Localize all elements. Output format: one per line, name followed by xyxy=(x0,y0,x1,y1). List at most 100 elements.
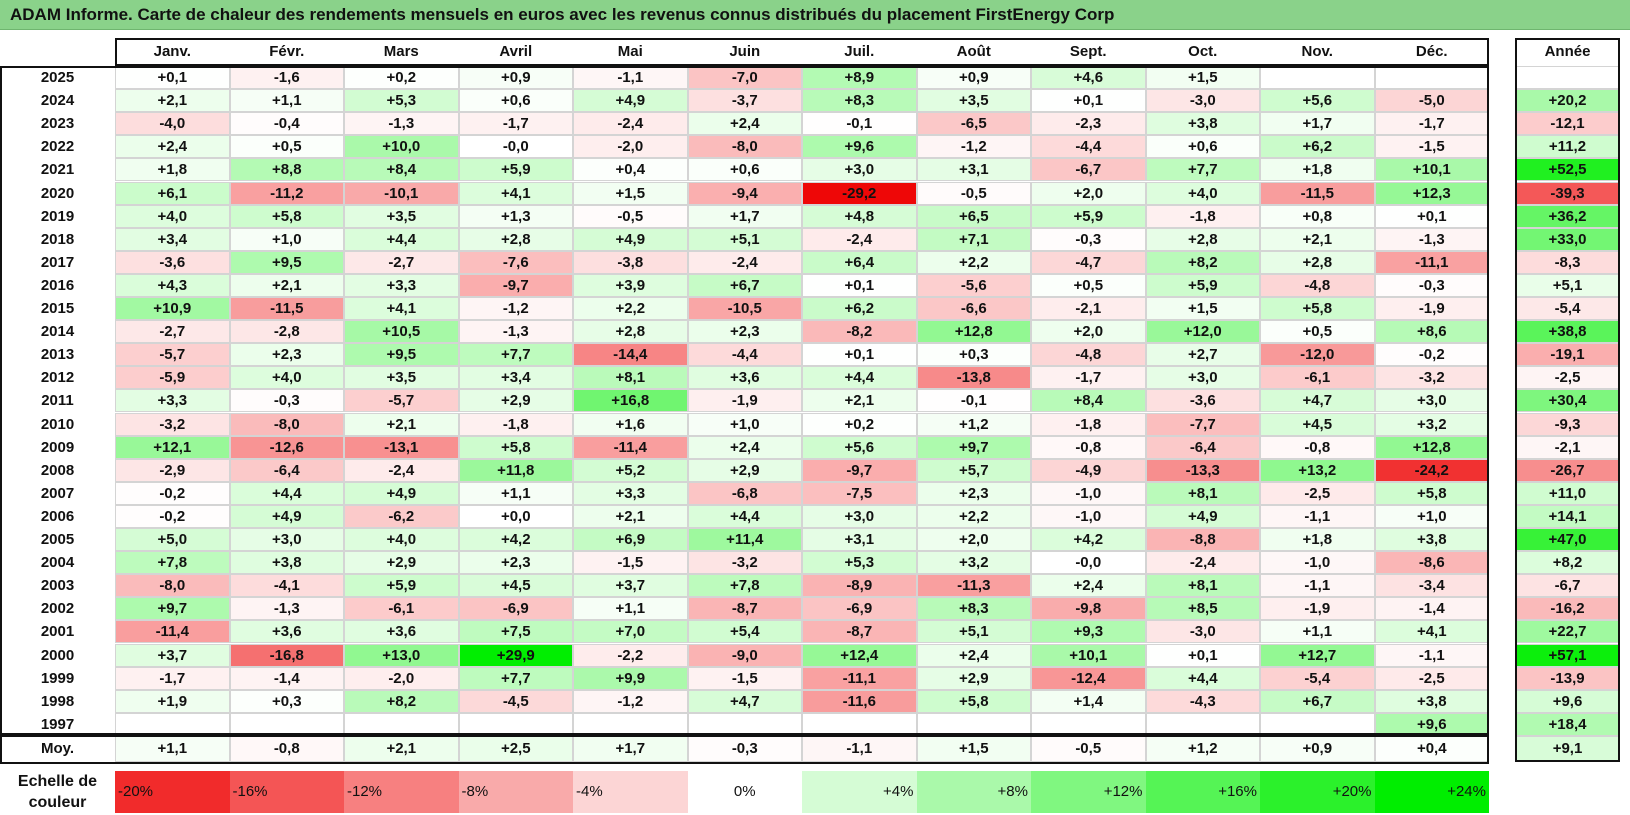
heatmap-cell xyxy=(687,712,802,736)
heatmap-cell: +0,6 xyxy=(687,158,802,182)
heatmap-cell: -8,0 xyxy=(687,135,802,159)
heatmap-cell: +7,8 xyxy=(115,551,230,575)
heatmap-cell: +3,1 xyxy=(802,528,917,552)
heatmap-cell: +1,0 xyxy=(229,227,344,251)
year-label: 2000 xyxy=(40,646,75,664)
heatmap-cell: -13,3 xyxy=(1145,458,1260,482)
heatmap-cell: -0,3 xyxy=(1031,227,1146,251)
heatmap-cell: +9,6 xyxy=(802,135,917,159)
month-header: Janv. xyxy=(153,43,191,60)
year-total-cell: +20,2 xyxy=(1515,89,1620,113)
heatmap-cell: +2,1 xyxy=(115,89,230,113)
color-scale-swatch: +8% xyxy=(916,771,1031,813)
heatmap-cell: +2,9 xyxy=(916,666,1031,690)
heatmap-cell: -9,7 xyxy=(458,273,573,297)
title-bar: ADAM Informe. Carte de chaleur des rende… xyxy=(0,0,1630,30)
heatmap-cell: +3,3 xyxy=(115,389,230,413)
heatmap-cell: +4,1 xyxy=(1374,620,1489,644)
heatmap-cell: +2,1 xyxy=(229,273,344,297)
heatmap-cell: +5,8 xyxy=(229,204,344,228)
year-label: 2002 xyxy=(40,600,75,618)
heatmap-cell: +5,8 xyxy=(1374,481,1489,505)
heatmap-cell: -5,7 xyxy=(115,343,230,367)
heatmap-cell: -6,4 xyxy=(229,458,344,482)
heatmap-cell: +2,4 xyxy=(1031,574,1146,598)
heatmap-cell: +4,4 xyxy=(229,481,344,505)
heatmap-cell: -1,8 xyxy=(1031,412,1146,436)
heatmap-cell: +4,6 xyxy=(1031,66,1146,90)
year-total-cell: -13,9 xyxy=(1515,666,1620,690)
heatmap-cell: +5,9 xyxy=(344,574,459,598)
heatmap-cell: +1,8 xyxy=(1260,158,1375,182)
heatmap-cell: -1,0 xyxy=(1031,481,1146,505)
heatmap-cell: +4,9 xyxy=(229,504,344,528)
heatmap-cell: +11,4 xyxy=(687,528,802,552)
heatmap-cell: +3,3 xyxy=(344,273,459,297)
heatmap-cell: -7,0 xyxy=(687,66,802,90)
color-scale-swatch: +16% xyxy=(1145,771,1260,813)
heatmap-cell: +0,1 xyxy=(1145,643,1260,667)
heatmap-cell: +5,8 xyxy=(458,435,573,459)
heatmap-cell: -8,0 xyxy=(115,574,230,598)
heatmap-cell: +7,7 xyxy=(1145,158,1260,182)
heatmap-cell: +4,1 xyxy=(458,181,573,205)
heatmap-cell: -7,5 xyxy=(802,481,917,505)
year-total-cell: +38,8 xyxy=(1515,320,1620,344)
heatmap-cell: +0,5 xyxy=(1260,320,1375,344)
average-cell: +1,1 xyxy=(115,736,230,762)
heatmap-cell: +12,8 xyxy=(1374,435,1489,459)
year-total-header: Année xyxy=(1544,43,1591,60)
average-cell: -0,5 xyxy=(1031,736,1146,762)
heatmap-cell: +0,6 xyxy=(1145,135,1260,159)
heatmap-cell: -8,7 xyxy=(802,620,917,644)
heatmap-cell: +7,8 xyxy=(687,574,802,598)
heatmap-cell: -12,0 xyxy=(1260,343,1375,367)
heatmap-cell: -2,1 xyxy=(1031,297,1146,321)
heatmap-cell xyxy=(458,712,573,736)
heatmap-cell: +1,8 xyxy=(1260,528,1375,552)
year-total-cell: +52,5 xyxy=(1515,158,1620,182)
heatmap-cell: +4,9 xyxy=(344,481,459,505)
heatmap-cell: +0,1 xyxy=(1031,89,1146,113)
heatmap-cell xyxy=(344,712,459,736)
heatmap-cell: +4,4 xyxy=(1145,666,1260,690)
heatmap-cell: +8,4 xyxy=(1031,389,1146,413)
heatmap-cell: -4,3 xyxy=(1145,689,1260,713)
heatmap-cell: -0,5 xyxy=(573,204,688,228)
heatmap-cell: +8,8 xyxy=(229,158,344,182)
heatmap-cell: +4,0 xyxy=(344,528,459,552)
year-total-cell: -9,3 xyxy=(1515,412,1620,436)
heatmap-cell: +4,7 xyxy=(687,689,802,713)
year-total-cell xyxy=(1515,66,1620,90)
heatmap-cell: -1,1 xyxy=(1260,504,1375,528)
heatmap-cell: +2,4 xyxy=(687,112,802,136)
average-cell: -0,3 xyxy=(687,736,802,762)
year-label: 1998 xyxy=(40,692,75,710)
color-scale-swatch: -8% xyxy=(458,771,573,813)
heatmap-cell: -8,9 xyxy=(802,574,917,598)
heatmap-cell xyxy=(1145,712,1260,736)
heatmap-cell: -1,2 xyxy=(458,297,573,321)
heatmap-cell: +1,3 xyxy=(458,204,573,228)
heatmap-cell: -3,2 xyxy=(687,551,802,575)
heatmap-cell: +3,2 xyxy=(1374,412,1489,436)
heatmap-cell: +1,1 xyxy=(458,481,573,505)
heatmap-cell: +0,0 xyxy=(458,504,573,528)
heatmap-cell: -0,2 xyxy=(115,481,230,505)
heatmap-cell: +8,3 xyxy=(916,597,1031,621)
heatmap-cell: -1,0 xyxy=(1260,551,1375,575)
heatmap-cell: -0,3 xyxy=(1374,273,1489,297)
year-label: 2011 xyxy=(41,392,74,410)
heatmap-cell: -1,5 xyxy=(573,551,688,575)
heatmap-cell: -9,0 xyxy=(687,643,802,667)
heatmap-cell: +5,9 xyxy=(458,158,573,182)
heatmap-cell: -0,1 xyxy=(802,112,917,136)
year-label: 2017 xyxy=(40,253,75,271)
year-label: 2022 xyxy=(40,138,75,156)
month-header: Déc. xyxy=(1415,43,1448,60)
heatmap-cell: -1,1 xyxy=(1260,574,1375,598)
heatmap-cell: +8,3 xyxy=(802,89,917,113)
heatmap-cell: -2,7 xyxy=(344,250,459,274)
year-total-cell: +9,6 xyxy=(1515,689,1620,713)
heatmap-cell: -2,4 xyxy=(573,112,688,136)
